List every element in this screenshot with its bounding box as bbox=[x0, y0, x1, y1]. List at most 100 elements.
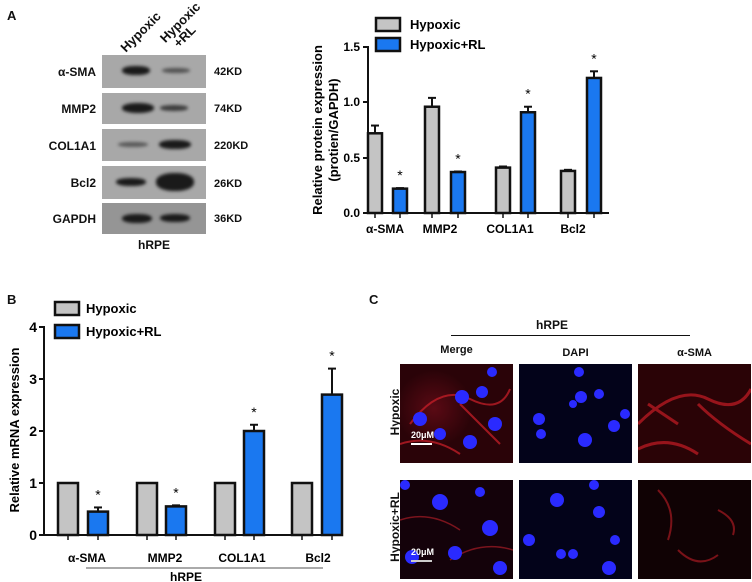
chart-a-yticks: 1.5 1.0 0.5 0.0 bbox=[343, 40, 368, 220]
legend-label-hypoxic-rl: Hypoxic+RL bbox=[86, 324, 162, 339]
scale-bar bbox=[411, 443, 432, 445]
blot-size-gapdh: 36KD bbox=[214, 213, 243, 225]
legend-label-hypoxic-rl: Hypoxic+RL bbox=[410, 37, 486, 52]
blot-strip-col1a1 bbox=[102, 129, 206, 161]
ytick: 0.5 bbox=[343, 151, 360, 165]
blot-label-bcl2: Bcl2 bbox=[70, 176, 96, 190]
significance-marker: * bbox=[329, 348, 335, 364]
blot-size-bcl2: 26KD bbox=[214, 178, 243, 190]
band bbox=[122, 214, 152, 223]
band bbox=[160, 105, 188, 111]
blot-size-mmp2: 74KD bbox=[214, 103, 243, 115]
ytick: 1 bbox=[29, 475, 37, 491]
micrograph-hypoxic-rl-asma bbox=[638, 480, 751, 579]
scale-bar-label: 20μM bbox=[411, 547, 435, 557]
nuclei-pattern bbox=[523, 480, 620, 575]
column-header-dapi: DAPI bbox=[562, 347, 589, 359]
scale-bar-label: 20μM bbox=[411, 430, 435, 440]
chart-b-bars: * * * * bbox=[56, 348, 344, 540]
bar bbox=[585, 76, 603, 215]
band bbox=[118, 142, 148, 147]
bar bbox=[366, 132, 384, 215]
panel-letter-c: C bbox=[369, 292, 379, 307]
band bbox=[122, 66, 150, 75]
blot-label-asma: α-SMA bbox=[57, 65, 96, 79]
micrograph-hypoxic-asma bbox=[638, 364, 751, 463]
blot-label-mmp2: MMP2 bbox=[61, 102, 96, 116]
xtick: α-SMA bbox=[366, 222, 404, 236]
ytick: 3 bbox=[29, 371, 37, 387]
significance-marker: * bbox=[95, 486, 101, 502]
micrograph-hypoxic-dapi bbox=[519, 364, 632, 463]
blot-size-col1a1: 220KD bbox=[214, 140, 249, 152]
asma-pattern bbox=[638, 388, 751, 456]
legend-swatch-hypoxic bbox=[53, 300, 81, 317]
asma-pattern bbox=[657, 489, 735, 563]
bar bbox=[213, 481, 237, 537]
band bbox=[159, 140, 191, 149]
bar bbox=[391, 187, 409, 215]
band bbox=[162, 68, 190, 73]
cell-pattern bbox=[400, 480, 513, 575]
bar bbox=[559, 169, 577, 215]
xtick: Bcl2 bbox=[560, 222, 586, 236]
ytick: 1.5 bbox=[343, 40, 360, 54]
column-header-asma: α-SMA bbox=[677, 347, 712, 359]
xtick: Bcl2 bbox=[305, 551, 331, 565]
legend-swatch-hypoxic-rl bbox=[374, 36, 402, 53]
bar bbox=[56, 481, 80, 537]
bar bbox=[320, 393, 344, 537]
xtick: MMP2 bbox=[148, 551, 183, 565]
bar bbox=[449, 170, 467, 215]
micrograph-hypoxic-rl-dapi bbox=[519, 480, 632, 579]
ytick: 0.0 bbox=[343, 206, 360, 220]
micrograph-hypoxic-rl-merge: 20μM bbox=[400, 480, 513, 579]
blot-strip-gapdh bbox=[102, 203, 206, 234]
significance-marker: * bbox=[251, 404, 257, 420]
blot-label-col1a1: COL1A1 bbox=[48, 139, 96, 153]
legend-swatch-hypoxic bbox=[374, 16, 402, 33]
bar bbox=[423, 105, 441, 215]
blot-label-gapdh: GAPDH bbox=[52, 212, 96, 226]
significance-marker: * bbox=[591, 50, 597, 66]
bar bbox=[290, 481, 314, 537]
bar bbox=[86, 510, 110, 537]
chart-b-xticks: α-SMA MMP2 COL1A1 Bcl2 bbox=[68, 551, 331, 565]
nuclei-pattern bbox=[533, 367, 630, 447]
legend-label-hypoxic: Hypoxic bbox=[410, 17, 461, 32]
bar bbox=[135, 481, 159, 537]
blot-strip-bcl2 bbox=[102, 166, 206, 199]
bar bbox=[519, 111, 537, 215]
chart-b-ylabel: Relative mRNA expression bbox=[7, 347, 22, 512]
chart-a-bars: * * * * bbox=[366, 50, 603, 218]
chart-b-xlabel: hRPE bbox=[170, 570, 202, 582]
band bbox=[116, 178, 146, 186]
ytick: 2 bbox=[29, 423, 37, 439]
blot-strip-mmp2 bbox=[102, 93, 206, 124]
micrograph-hypoxic-merge: 20μM bbox=[400, 364, 513, 463]
blot-size-asma: 42KD bbox=[214, 66, 243, 78]
ytick: 4 bbox=[29, 319, 37, 335]
significance-marker: * bbox=[455, 150, 461, 166]
band bbox=[122, 103, 154, 113]
ytick: 0 bbox=[29, 527, 37, 543]
bar bbox=[242, 429, 266, 537]
chart-a-legend: Hypoxic Hypoxic+RL bbox=[374, 16, 486, 53]
mrna-expression-chart: Hypoxic Hypoxic+RL Relative mRNA express… bbox=[7, 300, 344, 582]
legend-label-hypoxic: Hypoxic bbox=[86, 301, 137, 316]
significance-marker: * bbox=[173, 484, 179, 500]
chart-a-ylabel-2: (protien/GAPDH) bbox=[326, 78, 341, 181]
group-divider bbox=[451, 335, 690, 336]
band bbox=[156, 173, 194, 191]
ytick: 1.0 bbox=[343, 95, 360, 109]
blot-strip-asma bbox=[102, 55, 206, 88]
bar bbox=[494, 166, 512, 215]
blot-cell-line-label: hRPE bbox=[138, 238, 171, 252]
protein-expression-chart: Hypoxic Hypoxic+RL Relative protein expr… bbox=[310, 16, 609, 236]
significance-marker: * bbox=[397, 167, 403, 183]
scale-bar bbox=[411, 560, 432, 562]
cell-pattern bbox=[400, 367, 511, 455]
bar bbox=[164, 505, 188, 537]
legend-swatch-hypoxic-rl bbox=[53, 323, 81, 340]
chart-a-xticks: α-SMA MMP2 COL1A1 Bcl2 bbox=[366, 222, 586, 236]
